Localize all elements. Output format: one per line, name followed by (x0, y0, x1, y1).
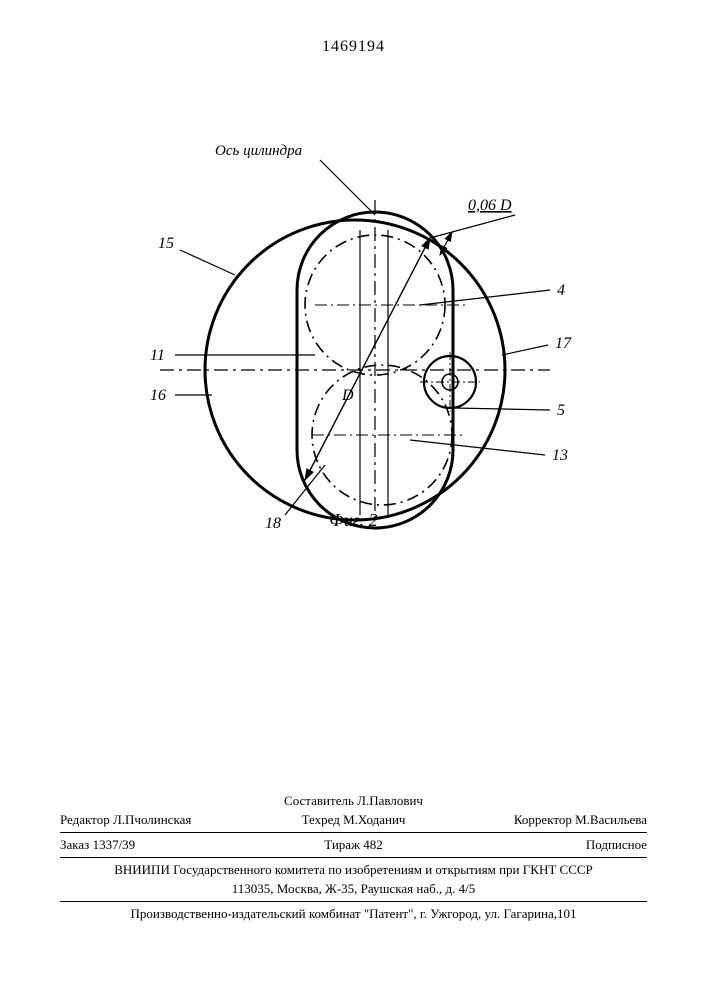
compiler-name: Л.Павлович (357, 793, 423, 808)
editor-name: Л.Пчолинская (113, 812, 191, 827)
leader-18 (285, 465, 325, 515)
org-address: 113035, Москва, Ж-35, Раушская наб., д. … (60, 881, 647, 897)
callout-17: 17 (555, 335, 572, 352)
axis-label: Ось цилиндра (215, 143, 302, 159)
dimension-D-line (305, 238, 430, 480)
imprint-footer: Составитель Л.Павлович Редактор Л.Пчолин… (60, 790, 647, 925)
publisher-line: Производственно-издательский комбинат "П… (60, 906, 647, 922)
order-value: 1337/39 (93, 837, 136, 852)
techeditor-label: Техред (302, 812, 340, 827)
figure-svg: D 0,06 D Ось цилиндра 15 11 16 18 4 (120, 120, 580, 540)
leader-13 (410, 440, 545, 455)
callout-13: 13 (552, 447, 568, 464)
callout-16: 16 (150, 387, 166, 404)
order-label: Заказ (60, 837, 89, 852)
editor-label: Редактор (60, 812, 110, 827)
circulation-label: Тираж (324, 837, 360, 852)
footer-rule-1 (60, 832, 647, 833)
axis-leader (320, 160, 375, 215)
document-number: 1469194 (0, 38, 707, 56)
figure-2: D 0,06 D Ось цилиндра 15 11 16 18 4 (120, 120, 580, 540)
subscription-label: Подписное (586, 837, 647, 852)
corrector-label: Корректор (514, 812, 572, 827)
figure-caption: Фиг. 2 (0, 510, 707, 531)
techeditor-name: М.Ходанич (343, 812, 405, 827)
callout-4: 4 (557, 282, 565, 299)
page: 1469194 (0, 0, 707, 1000)
circulation-value: 482 (363, 837, 383, 852)
callout-15: 15 (158, 235, 174, 252)
corrector-name: М.Васильева (575, 812, 647, 827)
dimension-D-label: D (341, 387, 354, 404)
callout-5: 5 (557, 402, 565, 419)
callout-11: 11 (150, 347, 165, 364)
leader-17 (502, 345, 548, 355)
leader-15 (180, 250, 235, 275)
compiler-label: Составитель (284, 793, 354, 808)
offset-label: 0,06 D (468, 197, 512, 214)
footer-rule-3 (60, 901, 647, 902)
offset-leader (430, 215, 515, 238)
footer-rule-2 (60, 857, 647, 858)
org-line: ВНИИПИ Государственного комитета по изоб… (60, 862, 647, 878)
